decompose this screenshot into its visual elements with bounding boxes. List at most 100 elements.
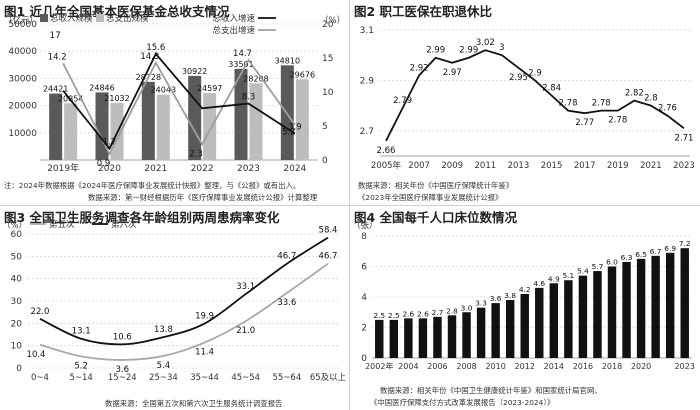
bed-bar — [447, 315, 457, 358]
x-tick-label: 2023 — [237, 164, 260, 174]
ratio-label: 2.9 — [528, 68, 542, 78]
bed-bar-label: 4.2 — [519, 285, 531, 294]
bed-bar — [549, 283, 559, 358]
bed-bar-label: 3.3 — [475, 299, 487, 308]
legend-label-sixth: 第六次 — [111, 220, 137, 230]
bed-bar-label: 2.5 — [388, 311, 400, 320]
panel-4-note-2: 《中国医疗保障支付方式改革发展报告（2023-2024）》 — [370, 398, 555, 407]
bar-expense — [156, 94, 170, 160]
bed-bar — [651, 255, 660, 358]
ratio-label: 2.99 — [459, 46, 478, 56]
ratio-label: 2.82 — [625, 89, 644, 99]
bed-bar — [578, 275, 588, 358]
panel-3-note-1: 数据来源：全国第五次和第六次卫生服务统计调查报告 — [105, 399, 283, 408]
bed-bar — [636, 258, 646, 358]
y-tick-label: 10 — [11, 342, 23, 352]
panel-3-title: 图3 全国卫生服务调查各年龄组别两周患病率变化 — [4, 210, 280, 225]
fifth-label: 3.6 — [116, 365, 130, 375]
bar-expense-label: 24043 — [151, 86, 176, 95]
y-tick-label: 20 — [11, 319, 23, 329]
expense-growth-label: 14.2 — [48, 52, 67, 62]
x-tick-label: 2022 — [191, 164, 214, 174]
bed-bar-label: 3.0 — [461, 303, 473, 312]
y-right-unit: （%） — [320, 15, 345, 26]
x-tick-label: 2019 — [607, 161, 629, 171]
y-left-tick-label: 30000 — [8, 74, 37, 84]
x-tick-label: 2013 — [508, 161, 530, 171]
ratio-label: 2.97 — [443, 68, 462, 78]
bed-bar-label: 2.5 — [373, 311, 385, 320]
y-right-tick-label: 0 — [322, 156, 328, 166]
bed-bar — [520, 293, 529, 358]
fifth-label: 5.4 — [157, 361, 171, 371]
bed-bar — [680, 248, 689, 358]
legend-label-income: 总收入规模 — [50, 14, 93, 24]
bed-bar-label: 6.9 — [664, 244, 676, 253]
x-tick-label: 2008 — [456, 362, 476, 371]
bar-expense — [249, 83, 263, 160]
ratio-label: 3.02 — [476, 38, 495, 48]
panel-1: 图1 近几年全国基本医保基金总收支情况 10000 20000 30000 40000… — [0, 0, 349, 205]
ratio-label: 2.66 — [377, 146, 396, 156]
bed-bar — [462, 312, 471, 358]
bar-income-label: 34810 — [275, 56, 300, 65]
x-tick-label: 2020 — [98, 164, 121, 174]
bar-expense-label: 29676 — [290, 70, 315, 79]
fifth-label: 5.2 — [74, 361, 88, 371]
bar-expense — [295, 79, 309, 160]
y-tick-label: 2.7 — [360, 127, 374, 137]
line-income-growth — [62, 52, 296, 151]
bed-bar-label: 2.8 — [446, 306, 458, 315]
y-left-unit: （亿元） — [4, 15, 38, 26]
x-tick-label: 45~54 — [231, 373, 260, 383]
legend-label-income-growth: 总收入增速 — [212, 14, 255, 24]
expense-growth-label: 14.7 — [233, 49, 252, 59]
bar-income-label: 24421 — [43, 85, 68, 94]
y-right-tick-label: 20 — [322, 20, 334, 30]
panel-2-title: 图2 职工医保在职退休比 — [354, 4, 493, 19]
y-unit: （%） — [2, 220, 27, 231]
fifth-label: 46.7 — [319, 252, 338, 262]
legend-swatch-expense — [96, 14, 104, 22]
bed-bar-label: 4.9 — [548, 274, 560, 283]
x-tick-label: 0~4 — [31, 373, 49, 383]
y-right-tick-label: 15 — [322, 54, 333, 64]
x-tick-label: 2024 — [283, 164, 306, 174]
bed-bar — [404, 318, 413, 358]
x-tick-label: 2002年 — [365, 361, 393, 371]
panel-4-note-1: 数据来源：相关年份《中国卫生健康统计年鉴》和国家统计局官网、 — [380, 386, 602, 395]
panel-1-note-2: 数据来源：第一财经根据历年《医疗保障事业发展统计公报》计算整理 — [88, 193, 318, 202]
x-tick-label: 2010 — [485, 362, 505, 371]
y-left-tick-label: 20000 — [8, 102, 37, 112]
income-growth-label: 3.9 — [288, 122, 302, 132]
panel-2: 图2 职工医保在职退休比 2.7 2.9 3.1 2005年 2007 2009 2011 2… — [350, 0, 700, 205]
bed-bar-label: 3.6 — [490, 294, 502, 303]
bed-bar-label: 6.5 — [635, 250, 647, 259]
ratio-label: 2.78 — [608, 116, 627, 126]
fifth-label: 33.6 — [277, 298, 296, 308]
y-tick-label: 3.1 — [360, 26, 374, 36]
bed-bar — [505, 300, 515, 358]
y-tick-label: 40 — [11, 275, 23, 285]
bar-expense — [203, 93, 217, 160]
y-tick-label: 60 — [11, 230, 23, 240]
bed-bar-label: 6.3 — [621, 253, 633, 262]
bar-income-label: 30922 — [182, 67, 207, 76]
bar-income — [141, 81, 155, 160]
x-tick-label: 25~34 — [149, 373, 178, 383]
bed-bar-label: 5.1 — [562, 271, 574, 280]
bed-bar-label: 2.6 — [402, 309, 414, 318]
x-tick-label: 2021 — [144, 164, 167, 174]
bed-bar — [375, 319, 384, 358]
bar-expense — [64, 103, 78, 160]
bar-income — [234, 68, 248, 160]
y-tick-label: 8 — [361, 232, 367, 242]
bed-bar-label: 2.6 — [417, 309, 429, 318]
income-growth-label: 1.7 — [103, 137, 117, 147]
sixth-label: 33.1 — [236, 282, 255, 292]
sixth-label: 13.8 — [154, 325, 173, 335]
expense-growth-label: 0.9 — [97, 159, 111, 169]
sixth-label: 10.6 — [113, 332, 132, 342]
y-tick-label: 2 — [361, 324, 367, 334]
ratio-label: 2.77 — [575, 118, 594, 128]
